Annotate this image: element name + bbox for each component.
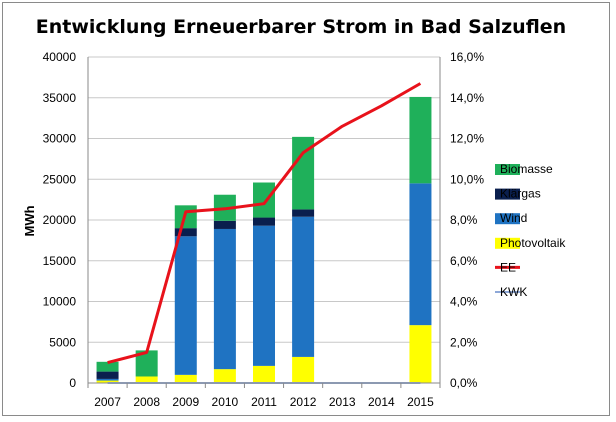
y-tick-label: 5000	[49, 335, 76, 349]
bar-biomasse-2011	[253, 182, 275, 218]
x-tick-label: 2011	[251, 395, 277, 409]
legend: Biomasse Klärgas Wind Photovoltaik EE KWK	[495, 162, 566, 299]
bar-kl-rgas-2009	[174, 228, 197, 237]
legend-label-biomasse: Biomasse	[500, 162, 553, 176]
y2-tick-label: 0,0%	[450, 376, 478, 390]
bar-photovoltaik-2008	[135, 376, 158, 383]
y2-tick-label: 16,0%	[450, 50, 484, 64]
bar-biomasse-2008	[135, 350, 158, 377]
bar-photovoltaik-2007	[96, 380, 119, 383]
y-axis-title: MWh	[22, 205, 37, 236]
x-tick-label: 2013	[329, 395, 356, 409]
bar-biomasse-2015	[409, 96, 432, 184]
bar-photovoltaik-2011	[253, 365, 275, 383]
chart-title: Entwicklung Erneuerbarer Strom in Bad Sa…	[36, 16, 566, 38]
legend-swatch-biomasse	[495, 164, 520, 175]
legend-swatch-kl-rgas	[495, 188, 520, 200]
bar-kl-rgas-2012	[292, 209, 315, 217]
bar-kl-rgas-2007	[96, 371, 119, 379]
bar-wind-2007	[96, 378, 119, 381]
bar-photovoltaik-2010	[213, 369, 236, 383]
legend-label-photovoltaik: Photovoltaik	[500, 236, 566, 250]
bar-kl-rgas-2011	[253, 217, 275, 226]
y2-tick-label: 8,0%	[450, 213, 478, 227]
line-series-ee	[107, 82, 422, 365]
bar-wind-2012	[292, 216, 315, 357]
y2-tick-label: 6,0%	[450, 254, 478, 268]
bar-wind-2011	[253, 225, 275, 366]
x-tick-label: 2012	[290, 395, 317, 409]
legend-swatch-wind	[495, 213, 520, 225]
y-tick-label: 0	[69, 376, 76, 390]
y2-tick-label: 10,0%	[450, 172, 484, 186]
y-tick-label: 20000	[43, 213, 77, 227]
legend-label-kl-rgas: Klärgas	[500, 187, 541, 201]
y-tick-label: 35000	[43, 91, 77, 105]
x-tick-label: 2008	[133, 395, 160, 409]
x-tick-label: 2007	[94, 395, 121, 409]
y-tick-label: 15000	[43, 254, 77, 268]
bar-photovoltaik-2015	[409, 325, 432, 383]
bar-layer	[96, 96, 432, 383]
legend-label-ee: EE	[500, 260, 516, 274]
bar-photovoltaik-2012	[292, 356, 315, 383]
y2-tick-label: 4,0%	[450, 295, 478, 309]
legend-label-wind: Wind	[500, 211, 527, 225]
bar-wind-2010	[213, 228, 236, 370]
y2-tick-label: 2,0%	[450, 335, 478, 349]
legend-label-kwk: KWK	[500, 285, 527, 299]
bar-wind-2009	[174, 236, 197, 375]
x-tick-label: 2015	[407, 395, 434, 409]
x-tick-label: 2014	[368, 395, 395, 409]
y-tick-label: 30000	[43, 132, 77, 146]
y2-tick-label: 14,0%	[450, 91, 484, 105]
y-tick-label: 25000	[43, 172, 77, 186]
legend-swatch-photovoltaik	[495, 237, 520, 249]
bar-photovoltaik-2009	[174, 374, 197, 383]
x-tick-label: 2009	[172, 395, 199, 409]
bar-biomasse-2007	[96, 361, 119, 372]
y-tick-label: 10000	[43, 295, 77, 309]
bar-kl-rgas-2010	[213, 220, 236, 229]
y-tick-label: 40000	[43, 50, 77, 64]
y2-tick-label: 12,0%	[450, 132, 484, 146]
bar-biomasse-2012	[292, 136, 315, 210]
x-tick-label: 2010	[212, 395, 239, 409]
bar-wind-2015	[409, 183, 432, 326]
axis-layer: 0 0,0% 5000 2,0% 10000 4,0% 15000 6,0% 20000 8,0%…	[43, 50, 485, 409]
